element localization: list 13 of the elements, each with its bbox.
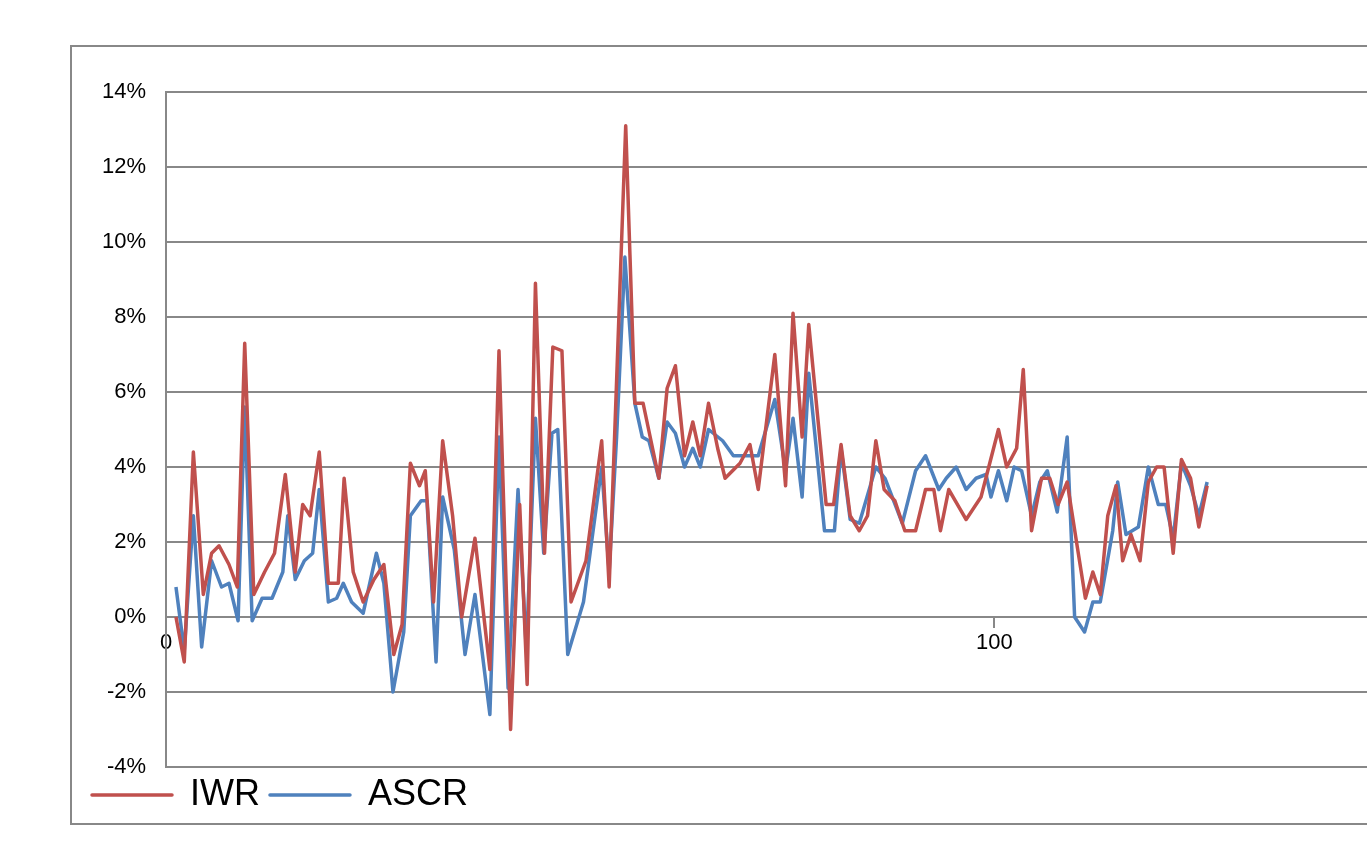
y-tick-label: 4% — [114, 453, 147, 479]
y-tick-label: 8% — [114, 303, 147, 329]
y-tick-label: 0% — [114, 603, 147, 629]
y-tick-label: 6% — [114, 378, 147, 404]
legend-label: IWR — [190, 771, 260, 813]
y-tick-label: 2% — [114, 528, 147, 554]
y-tick-label: -4% — [106, 753, 147, 779]
y-tick-label: 10% — [101, 228, 147, 254]
y-tick-label: 12% — [101, 153, 147, 179]
x-tick-label: 100 — [975, 629, 1013, 655]
y-tick-label: -2% — [106, 678, 147, 704]
legend-label: ASCR — [367, 771, 469, 813]
y-tick-label: 14% — [101, 78, 147, 104]
